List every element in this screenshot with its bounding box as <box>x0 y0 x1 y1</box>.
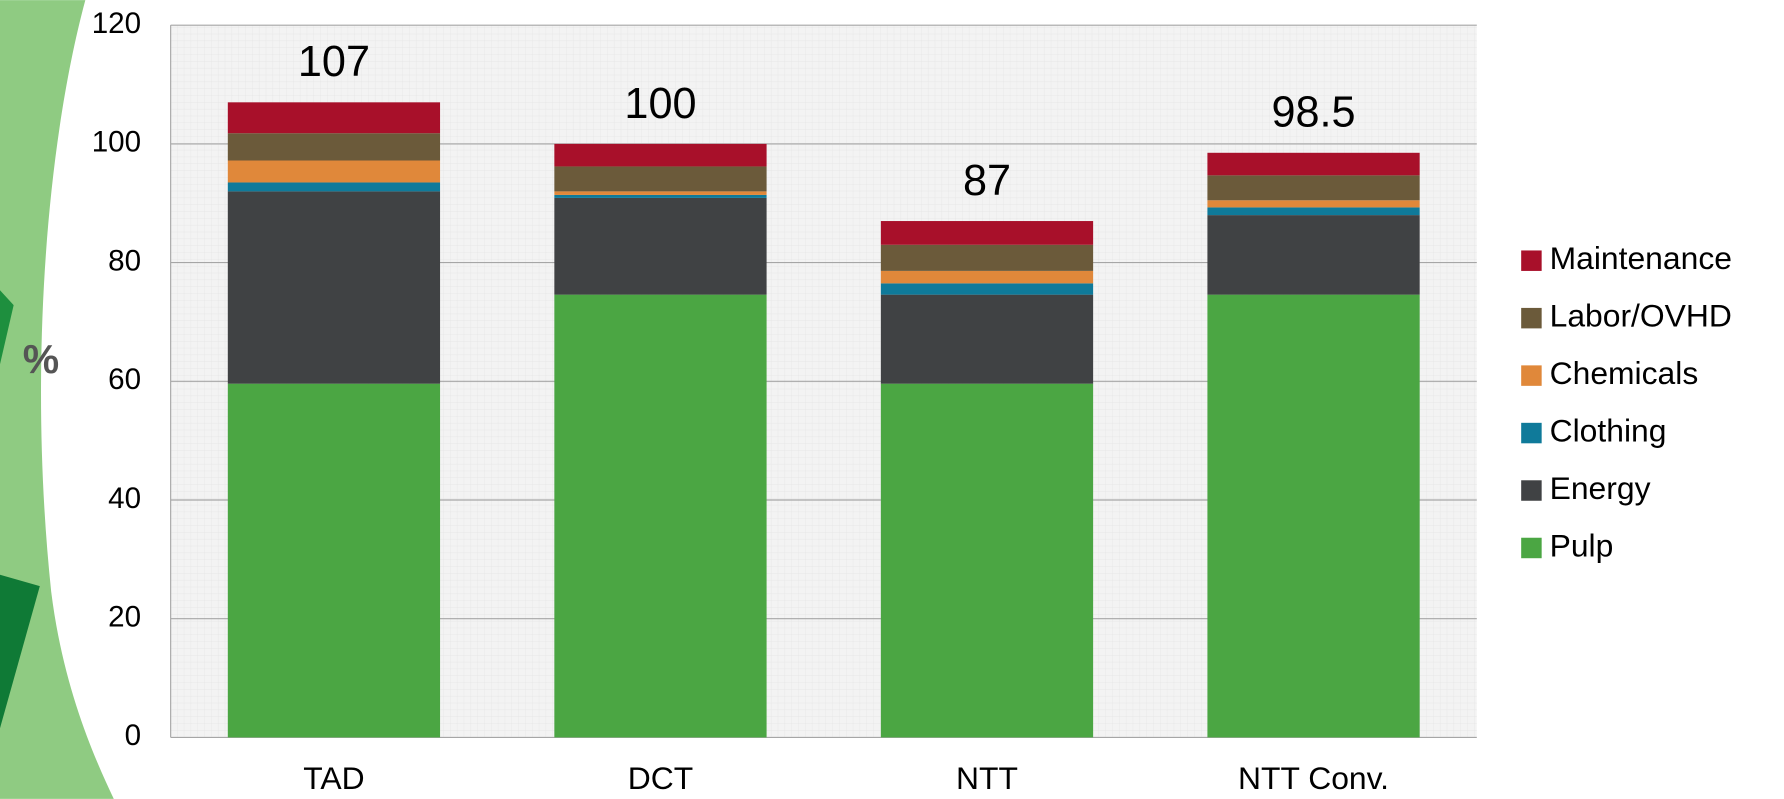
x-tick-label: DCT <box>628 760 693 796</box>
bar-segment <box>1207 215 1420 295</box>
bar-segment <box>1207 294 1420 738</box>
legend-label: Chemicals <box>1550 355 1699 391</box>
decor-wedge <box>0 290 14 365</box>
bar-segment <box>1207 152 1420 176</box>
legend-label: Clothing <box>1550 412 1667 448</box>
y-tick-label: 20 <box>108 601 141 634</box>
bar-segment <box>880 283 1094 295</box>
bar-segment <box>1207 207 1420 216</box>
bar-segment <box>1207 200 1420 208</box>
x-tick-label: NTT Conv. <box>1238 760 1389 796</box>
bar-segment <box>554 166 767 192</box>
legend-swatch <box>1521 480 1542 501</box>
legend-label: Energy <box>1550 470 1651 506</box>
bar-segment <box>554 197 767 295</box>
legend-swatch <box>1521 365 1542 386</box>
bar-segment <box>880 221 1094 245</box>
bar-segment <box>880 244 1094 271</box>
total-label: 87 <box>963 157 1011 205</box>
legend-swatch <box>1521 250 1542 271</box>
total-label: 107 <box>298 38 370 86</box>
bar-segment <box>880 383 1094 738</box>
bar-segment <box>227 133 441 161</box>
legend-label: Maintenance <box>1550 240 1732 276</box>
y-tick-label: 100 <box>92 126 141 159</box>
bar-segment <box>880 270 1094 284</box>
total-label: 98.5 <box>1271 89 1355 137</box>
y-axis-label: % <box>23 336 59 382</box>
y-tick-label: 40 <box>108 482 141 515</box>
bar-segment <box>227 383 441 738</box>
bar-segment <box>880 294 1094 384</box>
x-tick-label: TAD <box>303 760 364 796</box>
bar-segment <box>554 194 767 198</box>
legend-label: Pulp <box>1550 527 1614 563</box>
legend-swatch <box>1521 422 1542 444</box>
y-tick-label: 60 <box>108 363 141 396</box>
decor-wedge <box>0 574 40 729</box>
total-label: 100 <box>624 80 696 128</box>
bar-segment <box>227 102 441 134</box>
bar-segment <box>227 191 441 384</box>
bar-segment <box>1207 175 1420 201</box>
y-tick-label: 80 <box>108 244 141 277</box>
y-tick-label: 120 <box>92 7 141 40</box>
bar-segment <box>554 294 767 738</box>
bar-segment <box>554 143 767 167</box>
bar-segment <box>227 160 441 183</box>
y-tick-label: 0 <box>125 719 141 752</box>
legend-swatch <box>1521 537 1542 559</box>
legend-swatch <box>1521 307 1542 329</box>
decor-arc <box>0 0 114 799</box>
bar-segment <box>554 191 767 195</box>
bar-segment <box>227 182 441 192</box>
legend-label: Labor/OVHD <box>1550 298 1732 334</box>
x-tick-label: NTT <box>956 760 1018 796</box>
